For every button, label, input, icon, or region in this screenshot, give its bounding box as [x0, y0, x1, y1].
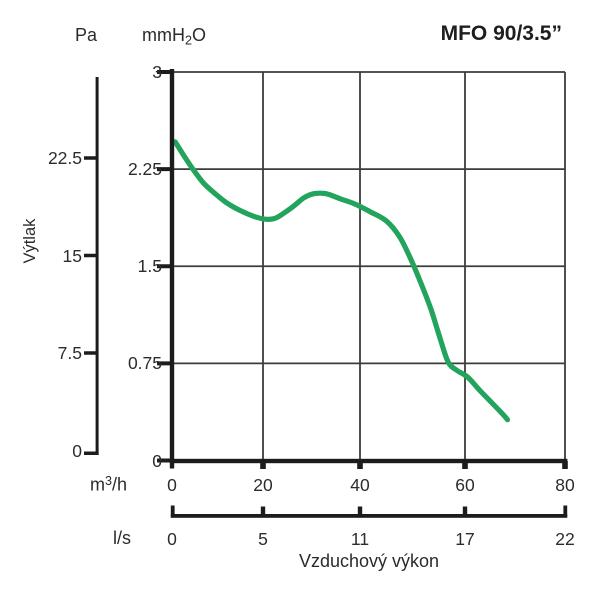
pa-axis-foot — [84, 451, 99, 455]
m3h-tick-label-80: 80 — [555, 475, 575, 495]
ls-tick-label-11: 11 — [350, 529, 370, 549]
x-axis-line — [169, 458, 568, 464]
ls-tick-label-0: 0 — [167, 529, 177, 549]
ls-unit-label: l/s — [113, 528, 131, 548]
mmh2o-unit-label: mmH2O — [142, 25, 207, 48]
m3h-tick-80 — [562, 461, 568, 469]
mmh2o-tick-label-2.25: 2.25 — [127, 159, 162, 180]
pa-axis-line — [95, 77, 99, 455]
performance-curve — [172, 139, 511, 423]
mmh2o-tick-0.75 — [157, 361, 172, 366]
m3h-tick-20 — [260, 461, 266, 469]
ls-tick-label-17: 17 — [455, 529, 475, 549]
mmh2o-tick-3 — [157, 70, 172, 74]
ls-axis-line — [170, 514, 568, 518]
pa-tick-label-7.5: 7.5 — [57, 343, 82, 363]
pa-tick-15 — [84, 253, 96, 258]
y-axis-line — [169, 69, 175, 469]
m3h-unit-post: /h — [111, 474, 127, 495]
mmh2o-unit-sub: 2 — [185, 33, 193, 48]
ls-tick-label-22: 22 — [555, 529, 575, 549]
m3h-unit-label: m3/h — [45, 474, 127, 495]
m3h-tick-label-0: 0 — [167, 475, 177, 495]
ls-tick-5 — [260, 506, 266, 516]
mmh2o-unit-post: O — [192, 25, 207, 45]
ls-tick-17 — [462, 506, 468, 516]
mmh2o-tick-label-1.5: 1.5 — [137, 256, 162, 277]
pa-tick-label-0: 0 — [72, 440, 82, 461]
ls-axis-left-bend — [170, 505, 175, 518]
m3h-tick-60 — [462, 461, 468, 469]
m3h-tick-label-40: 40 — [350, 475, 370, 495]
mmh2o-tick-2.25 — [157, 167, 172, 172]
y-axis-title: Výtlak — [20, 218, 39, 264]
mmh2o-unit-pre: mmH — [142, 25, 185, 45]
pa-unit-label: Pa — [74, 25, 98, 45]
pa-tick-7.5 — [84, 351, 96, 355]
m3h-unit-pre: m — [89, 474, 105, 495]
ls-axis-right-bend — [563, 505, 568, 518]
ls-tick-11 — [357, 506, 363, 516]
m3h-tick-label-20: 20 — [253, 475, 273, 495]
m3h-tick-label-60: 60 — [455, 475, 475, 495]
pa-tick-label-22.5: 22.5 — [47, 148, 82, 168]
chart-title: MFO 90/3.5” — [440, 22, 562, 45]
ls-tick-label-5: 5 — [258, 529, 268, 549]
pa-tick-22.5 — [84, 156, 96, 160]
m3h-unit-sup: 3 — [104, 474, 112, 488]
m3h-tick-40 — [357, 461, 363, 469]
x-axis-title: Vzduchový výkon — [298, 551, 440, 571]
pa-tick-label-15: 15 — [62, 245, 82, 266]
mmh2o-tick-label-3: 3 — [152, 62, 162, 82]
mmh2o-tick-1.5 — [157, 264, 172, 269]
mmh2o-tick-label-0.75: 0.75 — [127, 353, 162, 374]
mmh2o-tick-0 — [157, 458, 172, 463]
mmh2o-tick-label-0: 0 — [152, 450, 162, 471]
